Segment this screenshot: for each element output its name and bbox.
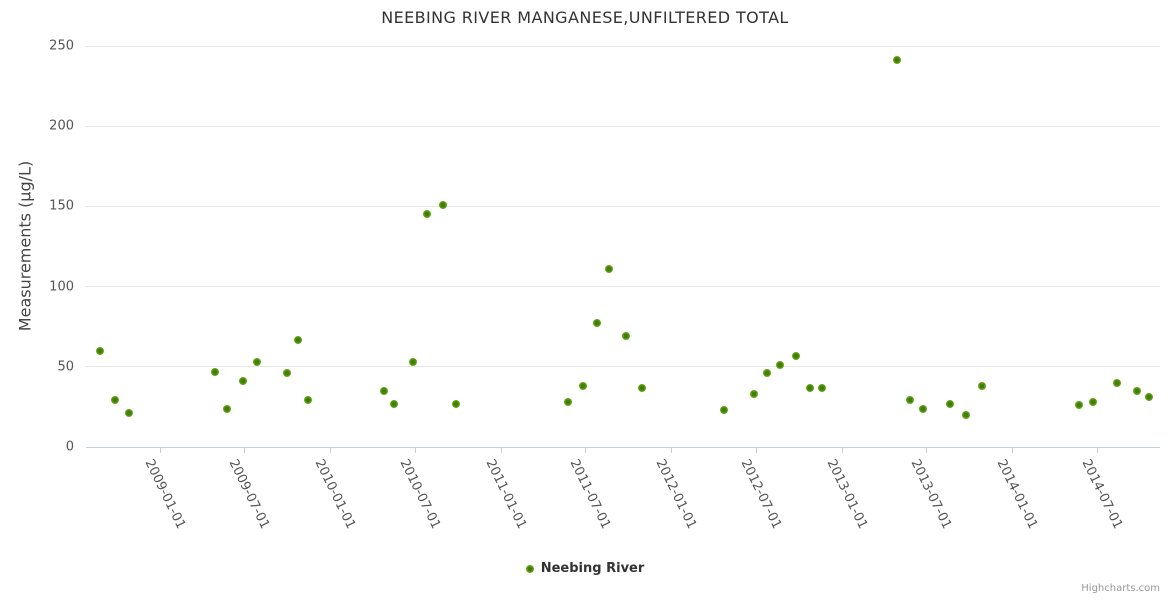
y-tick-label: 200 xyxy=(49,118,74,134)
x-tick-mark xyxy=(1012,447,1014,453)
data-point[interactable] xyxy=(817,383,826,392)
data-point[interactable] xyxy=(637,383,646,392)
data-point[interactable] xyxy=(380,386,389,395)
data-point[interactable] xyxy=(962,410,971,419)
data-point[interactable] xyxy=(762,369,771,378)
x-tick-label: 2010-01-01 xyxy=(311,457,359,532)
y-gridline xyxy=(86,366,1160,368)
x-tick-label: 2013-07-01 xyxy=(907,457,955,532)
y-tick-label: 150 xyxy=(49,198,74,214)
data-point[interactable] xyxy=(389,399,398,408)
data-point[interactable] xyxy=(604,264,613,273)
x-tick-label: 2012-07-01 xyxy=(737,457,785,532)
x-axis-line xyxy=(86,446,1160,448)
y-tick-label: 0 xyxy=(65,439,74,455)
data-point[interactable] xyxy=(1089,398,1098,407)
legend-label: Neebing River xyxy=(540,561,645,576)
data-point[interactable] xyxy=(749,390,758,399)
x-tick-mark xyxy=(1096,447,1098,453)
data-point[interactable] xyxy=(578,382,587,391)
data-point[interactable] xyxy=(438,200,447,209)
data-point[interactable] xyxy=(592,319,601,328)
data-point[interactable] xyxy=(719,406,728,415)
data-point[interactable] xyxy=(293,335,302,344)
x-tick-mark xyxy=(160,447,161,453)
data-point[interactable] xyxy=(892,56,901,65)
data-point[interactable] xyxy=(1144,393,1153,402)
x-tick-label: 2014-07-01 xyxy=(1078,457,1125,532)
data-point[interactable] xyxy=(805,383,814,392)
x-tick-label: 2009-07-01 xyxy=(225,457,273,532)
x-tick-label: 2011-07-01 xyxy=(566,457,614,532)
y-gridline xyxy=(86,125,1160,127)
data-point[interactable] xyxy=(110,396,119,405)
data-point[interactable] xyxy=(222,404,231,413)
x-tick-label: 2012-01-01 xyxy=(652,457,700,532)
data-point[interactable] xyxy=(238,377,247,386)
data-point[interactable] xyxy=(919,404,928,413)
data-point[interactable] xyxy=(1133,386,1142,395)
circle-marker-icon xyxy=(525,564,534,573)
y-axis-title: Measurements (µg/L) xyxy=(15,160,35,332)
x-tick-label: 2009-01-01 xyxy=(141,457,189,532)
data-point[interactable] xyxy=(451,399,460,408)
data-point[interactable] xyxy=(978,382,987,391)
y-gridline xyxy=(86,205,1160,207)
data-point[interactable] xyxy=(563,398,572,407)
x-tick-label: 2010-07-01 xyxy=(396,457,443,532)
data-point[interactable] xyxy=(282,369,291,378)
legend: Neebing River xyxy=(0,561,1170,576)
y-tick-label: 250 xyxy=(49,38,74,54)
data-point[interactable] xyxy=(621,332,630,341)
y-gridline xyxy=(86,45,1160,47)
x-tick-label: 2013-01-01 xyxy=(823,457,870,532)
x-tick-mark xyxy=(414,447,416,453)
highcharts-credits-link[interactable]: Highcharts.com xyxy=(1081,583,1160,594)
data-point[interactable] xyxy=(422,210,431,219)
data-point[interactable] xyxy=(408,357,417,366)
legend-item-neebing-river[interactable]: Neebing River xyxy=(525,561,645,576)
chart-title: NEEBING RIVER MANGANESE,UNFILTERED TOTAL xyxy=(381,8,789,27)
y-gridline xyxy=(86,286,1160,288)
x-tick-mark xyxy=(671,447,673,453)
x-tick-label: 2011-01-01 xyxy=(482,457,529,532)
x-tick-mark xyxy=(756,447,757,453)
data-point[interactable] xyxy=(252,357,261,366)
data-point[interactable] xyxy=(1113,378,1122,387)
data-point[interactable] xyxy=(303,396,312,405)
data-point[interactable] xyxy=(791,351,800,360)
x-tick-mark xyxy=(330,447,332,453)
y-tick-label: 100 xyxy=(49,279,74,295)
x-tick-mark xyxy=(244,447,246,453)
x-tick-mark xyxy=(841,447,843,453)
data-point[interactable] xyxy=(210,367,219,376)
data-point[interactable] xyxy=(1075,401,1084,410)
y-tick-label: 50 xyxy=(57,359,74,375)
x-tick-mark xyxy=(500,447,502,453)
data-point[interactable] xyxy=(946,399,955,408)
x-tick-mark xyxy=(585,447,587,453)
data-point[interactable] xyxy=(124,409,133,418)
data-point[interactable] xyxy=(95,346,104,355)
data-point[interactable] xyxy=(906,396,915,405)
x-tick-mark xyxy=(926,447,928,453)
data-point[interactable] xyxy=(775,361,784,370)
x-tick-label: 2014-01-01 xyxy=(993,457,1041,532)
